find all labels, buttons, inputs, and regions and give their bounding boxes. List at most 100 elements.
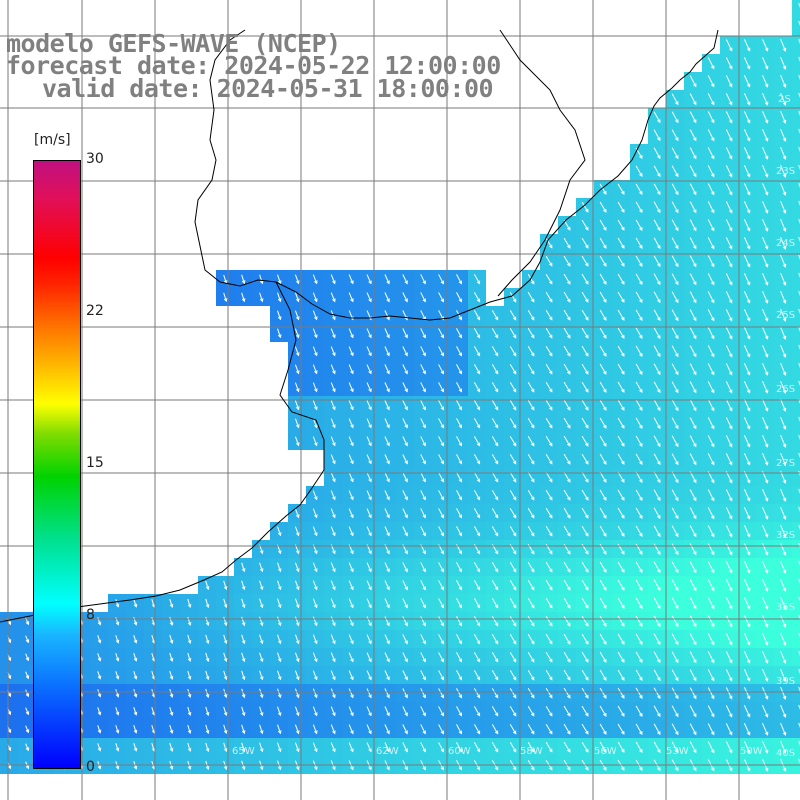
wind-arrow <box>241 292 246 303</box>
wind-arrow <box>798 596 800 602</box>
wind-arrow <box>277 274 282 285</box>
wind-arrow <box>653 201 661 214</box>
wind-arrow <box>617 651 625 663</box>
wind-arrow <box>330 382 336 393</box>
wind-arrow <box>223 706 228 717</box>
wind-arrow <box>438 598 444 609</box>
wind-arrow <box>438 670 444 681</box>
wind-arrow <box>653 111 661 124</box>
wind-arrow <box>780 290 787 304</box>
wind-arrow <box>599 651 607 663</box>
wind-arrow <box>725 237 733 250</box>
lat-label: 2S <box>778 94 791 105</box>
wind-arrow <box>762 110 769 124</box>
wind-arrow <box>402 346 408 357</box>
wind-arrow <box>473 328 481 339</box>
wind-arrow <box>743 507 751 520</box>
wind-arrow <box>563 435 571 447</box>
lon-label: 50W <box>740 746 763 757</box>
wind-arrow <box>420 742 426 753</box>
wind-arrow <box>133 617 138 626</box>
wind-arrow <box>384 490 390 501</box>
wind-arrow <box>689 741 697 754</box>
wind-arrow <box>348 472 354 483</box>
wind-arrow <box>762 596 769 610</box>
wind-arrow <box>689 615 697 628</box>
wind-arrow <box>456 472 462 483</box>
wind-arrow <box>223 598 228 609</box>
wind-arrow <box>689 633 697 646</box>
wind-arrow <box>527 634 535 645</box>
wind-arrow <box>798 434 800 440</box>
wind-arrow <box>707 525 715 538</box>
wind-arrow <box>366 328 372 339</box>
wind-arrow <box>653 327 661 340</box>
wind-arrow <box>402 724 408 735</box>
wind-arrow <box>438 454 444 465</box>
wind-arrow <box>563 579 571 591</box>
lat-label: 25S <box>776 310 796 321</box>
wind-arrow <box>509 670 517 681</box>
wind-arrow <box>312 580 318 591</box>
wind-arrow <box>348 562 354 573</box>
wind-arrow <box>456 562 462 573</box>
wind-arrow <box>115 707 120 716</box>
wind-arrow <box>798 488 800 494</box>
wind-arrow <box>294 598 300 609</box>
wind-arrow <box>743 129 751 142</box>
wind-arrow <box>277 634 282 645</box>
wind-arrow <box>617 273 625 285</box>
wind-arrow <box>438 580 444 591</box>
wind-arrow <box>438 292 444 303</box>
wind-arrow <box>671 453 679 466</box>
wind-arrow <box>402 742 408 753</box>
wind-arrow <box>491 490 499 501</box>
wind-arrow <box>420 634 426 645</box>
wind-cell <box>792 18 800 36</box>
wind-arrow <box>617 309 625 321</box>
wind-arrow <box>689 597 697 610</box>
wind-arrow <box>330 490 336 501</box>
wind-arrow <box>635 651 643 664</box>
wind-arrow <box>743 453 751 466</box>
wind-arrow <box>330 742 336 753</box>
wind-arrow <box>527 598 535 609</box>
wind-arrow <box>707 129 715 142</box>
wind-arrow <box>277 310 282 321</box>
wind-arrow <box>689 417 697 430</box>
wind-arrow <box>545 237 553 249</box>
wind-arrow <box>294 706 300 717</box>
wind-arrow <box>366 418 372 429</box>
wind-arrow <box>762 272 769 286</box>
wind-arrow <box>330 418 336 429</box>
wind-arrow <box>653 669 661 682</box>
wind-arrow <box>617 201 625 213</box>
wind-arrow <box>509 598 517 609</box>
wind-arrow <box>420 562 426 573</box>
wind-arrow <box>780 578 787 592</box>
wind-arrow <box>581 327 589 339</box>
wind-arrow <box>762 416 769 430</box>
wind-arrow <box>473 562 481 573</box>
wind-arrow <box>294 742 300 753</box>
wind-arrow <box>115 671 120 680</box>
wind-arrow <box>743 327 751 340</box>
wind-cell <box>792 198 800 216</box>
wind-arrow <box>473 706 481 717</box>
wind-arrow <box>277 616 282 627</box>
wind-arrow <box>671 183 679 196</box>
lat-label: 35S <box>776 602 796 613</box>
wind-arrow <box>743 291 751 304</box>
wind-arrow <box>491 562 499 573</box>
wind-arrow <box>635 237 643 250</box>
wind-arrow <box>671 723 679 736</box>
colorbar-tick-30: 30 <box>86 151 104 167</box>
wind-arrow <box>312 742 318 753</box>
wind-arrow <box>277 562 282 573</box>
wind-arrow <box>348 490 354 501</box>
wind-arrow <box>456 724 462 735</box>
wind-arrow <box>780 668 787 682</box>
wind-arrow <box>563 399 571 411</box>
wind-arrow <box>527 652 535 663</box>
wind-arrow <box>725 381 733 394</box>
